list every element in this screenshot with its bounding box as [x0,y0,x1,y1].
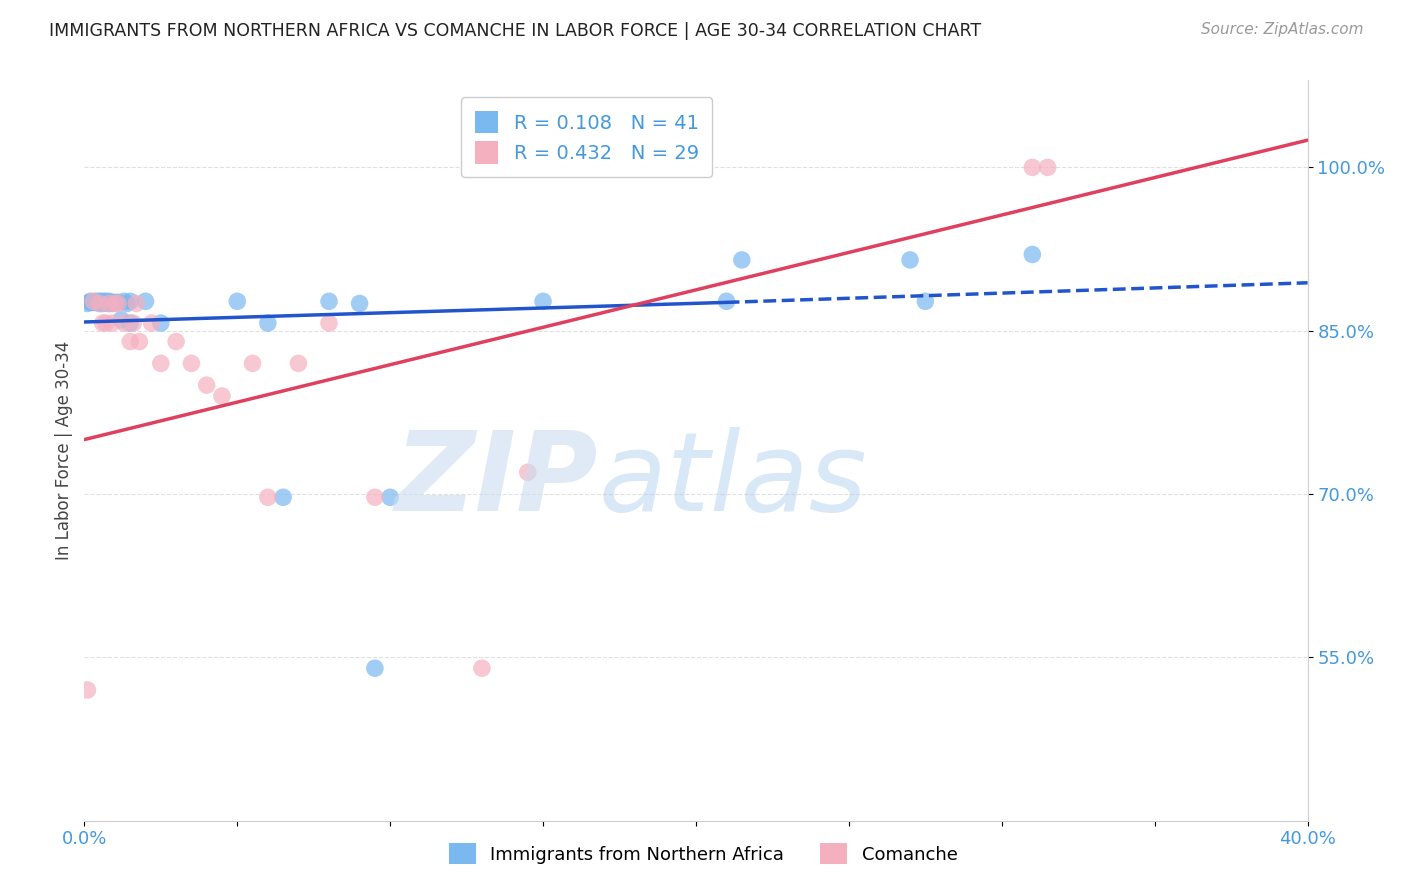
Point [120,294,142,309]
Point [110,313,132,327]
Point [83,294,105,309]
Point [112,294,135,309]
Point [1036,161,1059,175]
Point [1021,161,1043,175]
Text: IMMIGRANTS FROM NORTHERN AFRICA VS COMANCHE IN LABOR FORCE | AGE 30-34 CORRELATI: IMMIGRANTS FROM NORTHERN AFRICA VS COMAN… [49,22,981,40]
Text: Source: ZipAtlas.com: Source: ZipAtlas.com [1201,22,1364,37]
Point [149,316,172,330]
Point [89,295,111,310]
Point [135,294,157,309]
Point [86,295,108,310]
Point [94,294,117,309]
Point [226,294,249,309]
Point [94,316,117,330]
Y-axis label: In Labor Force | Age 30-34: In Labor Force | Age 30-34 [55,341,73,560]
Point [101,295,124,310]
Point [318,294,340,309]
Point [104,295,127,310]
Point [89,294,111,309]
Point [101,316,124,330]
Point [125,296,148,310]
Point [211,389,233,403]
Point [76,683,98,698]
Point [97,296,120,310]
Point [898,252,921,267]
Point [86,294,108,309]
Point [731,252,754,267]
Point [91,316,114,330]
Point [104,296,127,310]
Point [516,465,538,479]
Point [120,334,142,349]
Text: atlas: atlas [598,426,866,533]
Point [318,316,340,330]
Point [914,294,936,309]
Point [364,490,387,504]
Point [165,334,187,349]
Point [97,296,120,310]
Point [91,294,114,309]
Text: ZIP: ZIP [395,426,598,533]
Point [364,661,387,675]
Point [89,296,111,310]
Point [115,296,138,310]
Legend: R = 0.108   N = 41, R = 0.432   N = 29: R = 0.108 N = 41, R = 0.432 N = 29 [461,97,713,178]
Point [101,296,124,310]
Point [716,294,738,309]
Point [271,490,294,504]
Point [195,378,218,392]
Point [107,295,129,310]
Point [94,295,117,310]
Point [120,316,142,330]
Point [180,356,202,370]
Point [242,356,264,370]
Point [83,295,105,310]
Point [83,295,105,310]
Point [122,316,145,330]
Point [79,294,101,309]
Point [94,295,117,310]
Point [149,356,172,370]
Point [1021,247,1043,261]
Point [257,490,280,504]
Point [76,296,98,310]
Point [257,316,280,330]
Point [91,296,114,310]
Point [531,294,554,309]
Point [112,316,135,330]
Point [141,316,163,330]
Point [471,661,494,675]
Point [349,296,371,310]
Point [107,296,129,310]
Point [97,294,120,309]
Legend: Immigrants from Northern Africa, Comanche: Immigrants from Northern Africa, Comanch… [434,829,972,879]
Point [128,334,150,349]
Point [380,490,402,504]
Point [79,295,101,310]
Point [89,296,111,310]
Point [287,356,309,370]
